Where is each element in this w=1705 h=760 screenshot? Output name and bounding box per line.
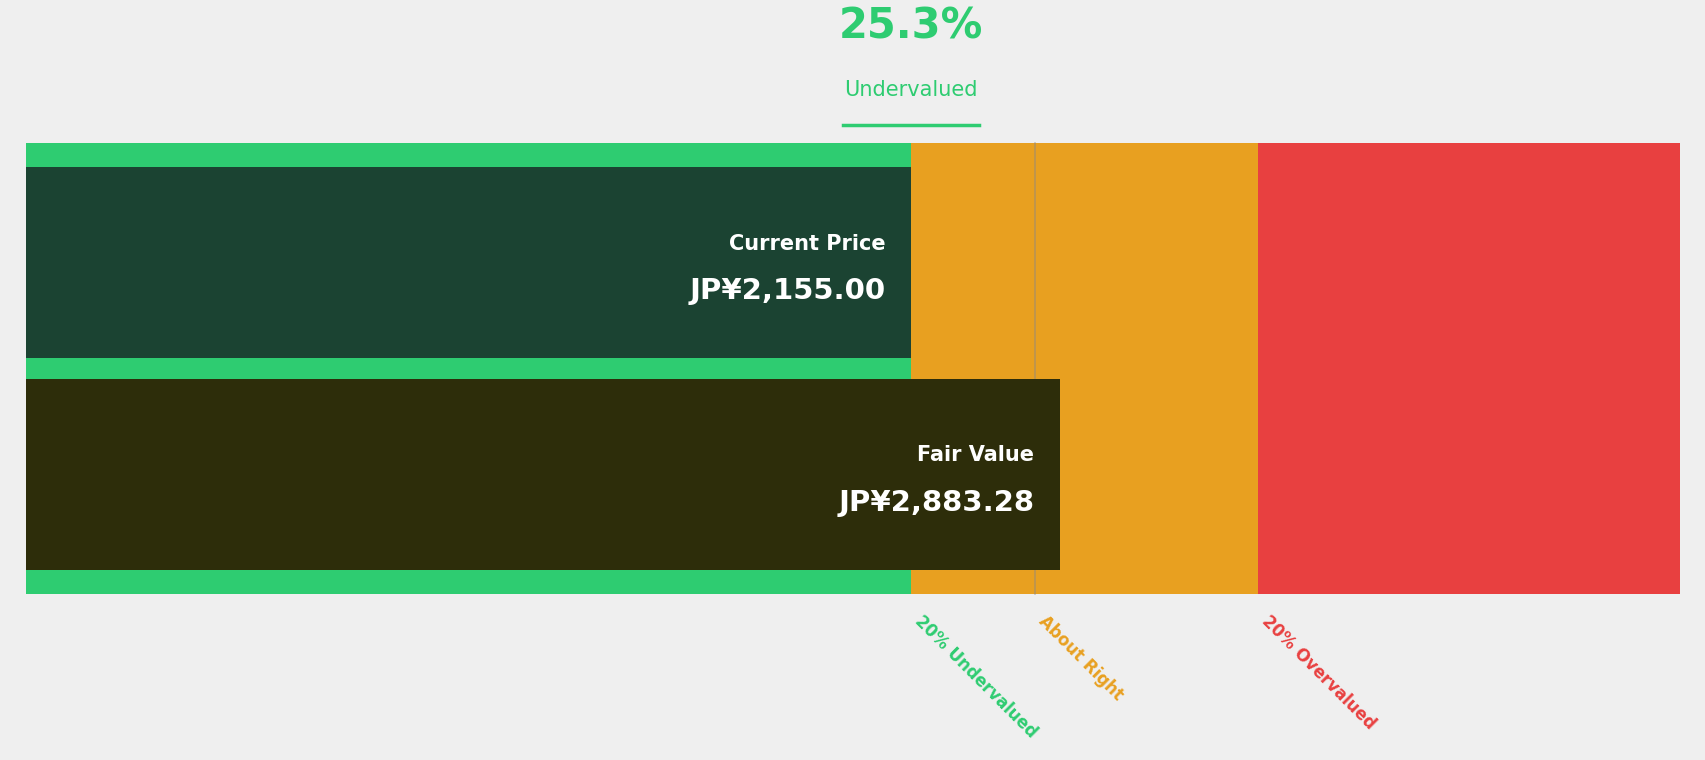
Text: 20% Overvalued: 20% Overvalued (1258, 612, 1378, 733)
Text: Fair Value: Fair Value (917, 445, 1033, 465)
Text: About Right: About Right (1035, 612, 1125, 704)
Bar (26, 143, 910, 594)
Bar (910, 143, 1258, 594)
Text: Current Price: Current Price (728, 233, 885, 254)
Text: JP¥2,883.28: JP¥2,883.28 (837, 489, 1033, 517)
Text: 20% Undervalued: 20% Undervalued (910, 612, 1040, 741)
Bar (26, 167, 910, 358)
Text: Undervalued: Undervalued (844, 81, 977, 100)
Text: 25.3%: 25.3% (839, 5, 982, 47)
Bar (1258, 143, 1679, 594)
Text: JP¥2,155.00: JP¥2,155.00 (689, 277, 885, 306)
Bar (26, 379, 1059, 570)
